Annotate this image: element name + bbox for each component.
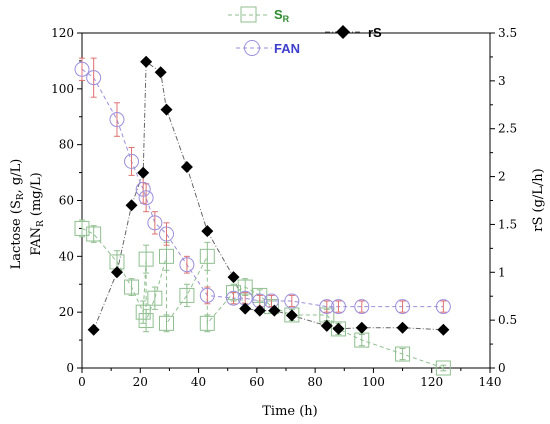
point-rs — [110, 266, 123, 279]
point-fan — [435, 299, 451, 315]
right-tick-label: 2 — [498, 170, 506, 184]
point-fan — [395, 299, 411, 315]
series-line-fan — [81, 68, 444, 308]
right-axis-ticks: 0 0.5 1 1.5 2 2.5 3 3.5 — [490, 26, 517, 375]
point-sr — [435, 360, 451, 376]
point-sr — [147, 290, 163, 306]
x-tick-label: 20 — [133, 375, 148, 389]
x-tick-label: 40 — [191, 375, 206, 389]
point-sr — [179, 287, 195, 303]
right-tick-label: 1 — [498, 265, 506, 279]
left-tick-label: 120 — [51, 26, 74, 40]
point-sr — [159, 248, 175, 264]
point-fan — [138, 190, 154, 206]
point-sr — [395, 346, 411, 362]
legend-label-fan: FAN — [274, 41, 300, 56]
x-axis-ticks: 0 20 40 60 80 100 120 140 — [78, 368, 501, 389]
legend-label-sr: SR — [274, 7, 290, 24]
left-tick-label: 100 — [51, 82, 74, 96]
point-fan — [319, 299, 335, 315]
point-fan — [74, 61, 90, 77]
point-rs — [227, 271, 240, 284]
right-axis-label: rS (g/L/h) — [531, 168, 546, 231]
right-tick-label: 0 — [498, 361, 506, 375]
point-sr — [138, 251, 154, 267]
right-tick-label: 0.5 — [498, 313, 517, 327]
left-tick-label: 80 — [59, 138, 74, 152]
legend-marker-square — [240, 6, 257, 23]
legend-label-rs: rS — [368, 25, 382, 40]
x-axis-label: Time (h) — [262, 404, 318, 419]
point-sr — [199, 315, 215, 331]
series-line-sr — [81, 227, 444, 369]
point-fan — [124, 153, 140, 169]
point-fan — [135, 181, 151, 197]
point-sr — [138, 313, 154, 329]
point-rs — [285, 309, 298, 322]
point-sr — [135, 304, 151, 320]
point-sr — [124, 279, 140, 295]
point-rs — [201, 225, 214, 238]
point-sr — [330, 321, 346, 337]
legend-item-fan: FAN — [236, 40, 300, 56]
legend-marker-circle — [244, 40, 260, 56]
point-rs — [437, 323, 450, 336]
point-sr — [199, 248, 215, 264]
point-rs — [160, 103, 173, 116]
legend: SR FAN rS — [228, 6, 382, 56]
point-rs — [355, 321, 368, 334]
point-rs — [140, 55, 153, 68]
point-fan — [179, 257, 195, 273]
point-rs — [239, 302, 252, 315]
point-rs — [87, 323, 100, 336]
data-points — [74, 55, 451, 376]
series-lines — [81, 60, 444, 369]
left-axis-label-line1: Lactose (SR, g/L) — [9, 159, 26, 270]
point-sr — [159, 315, 175, 331]
point-rs — [320, 319, 333, 332]
left-tick-label: 0 — [66, 361, 74, 375]
x-tick-label: 0 — [78, 375, 86, 389]
left-tick-label: 20 — [59, 305, 74, 319]
point-rs — [253, 304, 266, 317]
point-rs — [180, 161, 193, 173]
legend-marker-diamond — [336, 25, 350, 39]
right-tick-label: 3 — [498, 74, 506, 88]
point-fan — [199, 287, 215, 303]
point-fan — [226, 290, 242, 306]
x-tick-label: 80 — [308, 375, 323, 389]
error-bars — [79, 57, 447, 372]
point-fan — [147, 215, 163, 231]
point-fan — [330, 299, 346, 315]
left-tick-label: 40 — [59, 249, 74, 263]
left-axis-label-line2: FANR (mg/L) — [29, 172, 46, 255]
right-tick-label: 2.5 — [498, 122, 517, 136]
x-tick-label: 60 — [249, 375, 264, 389]
point-rs — [396, 321, 409, 334]
point-fan — [159, 226, 175, 242]
point-rs — [137, 166, 150, 179]
x-tick-label: 120 — [420, 375, 443, 389]
point-sr — [74, 220, 90, 236]
point-rs — [332, 322, 345, 335]
point-rs — [125, 199, 138, 212]
left-axis-ticks: 0 20 40 60 80 100 120 — [51, 26, 82, 375]
right-tick-label: 1.5 — [498, 217, 517, 231]
legend-item-rs: rS — [325, 25, 382, 40]
point-sr — [237, 279, 253, 295]
point-fan — [86, 70, 102, 86]
point-sr — [86, 226, 102, 242]
point-fan — [354, 299, 370, 315]
right-tick-label: 3.5 — [498, 26, 517, 40]
x-tick-label: 100 — [362, 375, 385, 389]
x-tick-label: 140 — [479, 375, 502, 389]
left-tick-label: 60 — [59, 194, 74, 208]
point-rs — [154, 66, 167, 79]
legend-item-sr: SR — [228, 6, 290, 24]
point-fan — [284, 293, 300, 309]
point-rs — [268, 304, 281, 317]
point-fan — [109, 112, 125, 128]
